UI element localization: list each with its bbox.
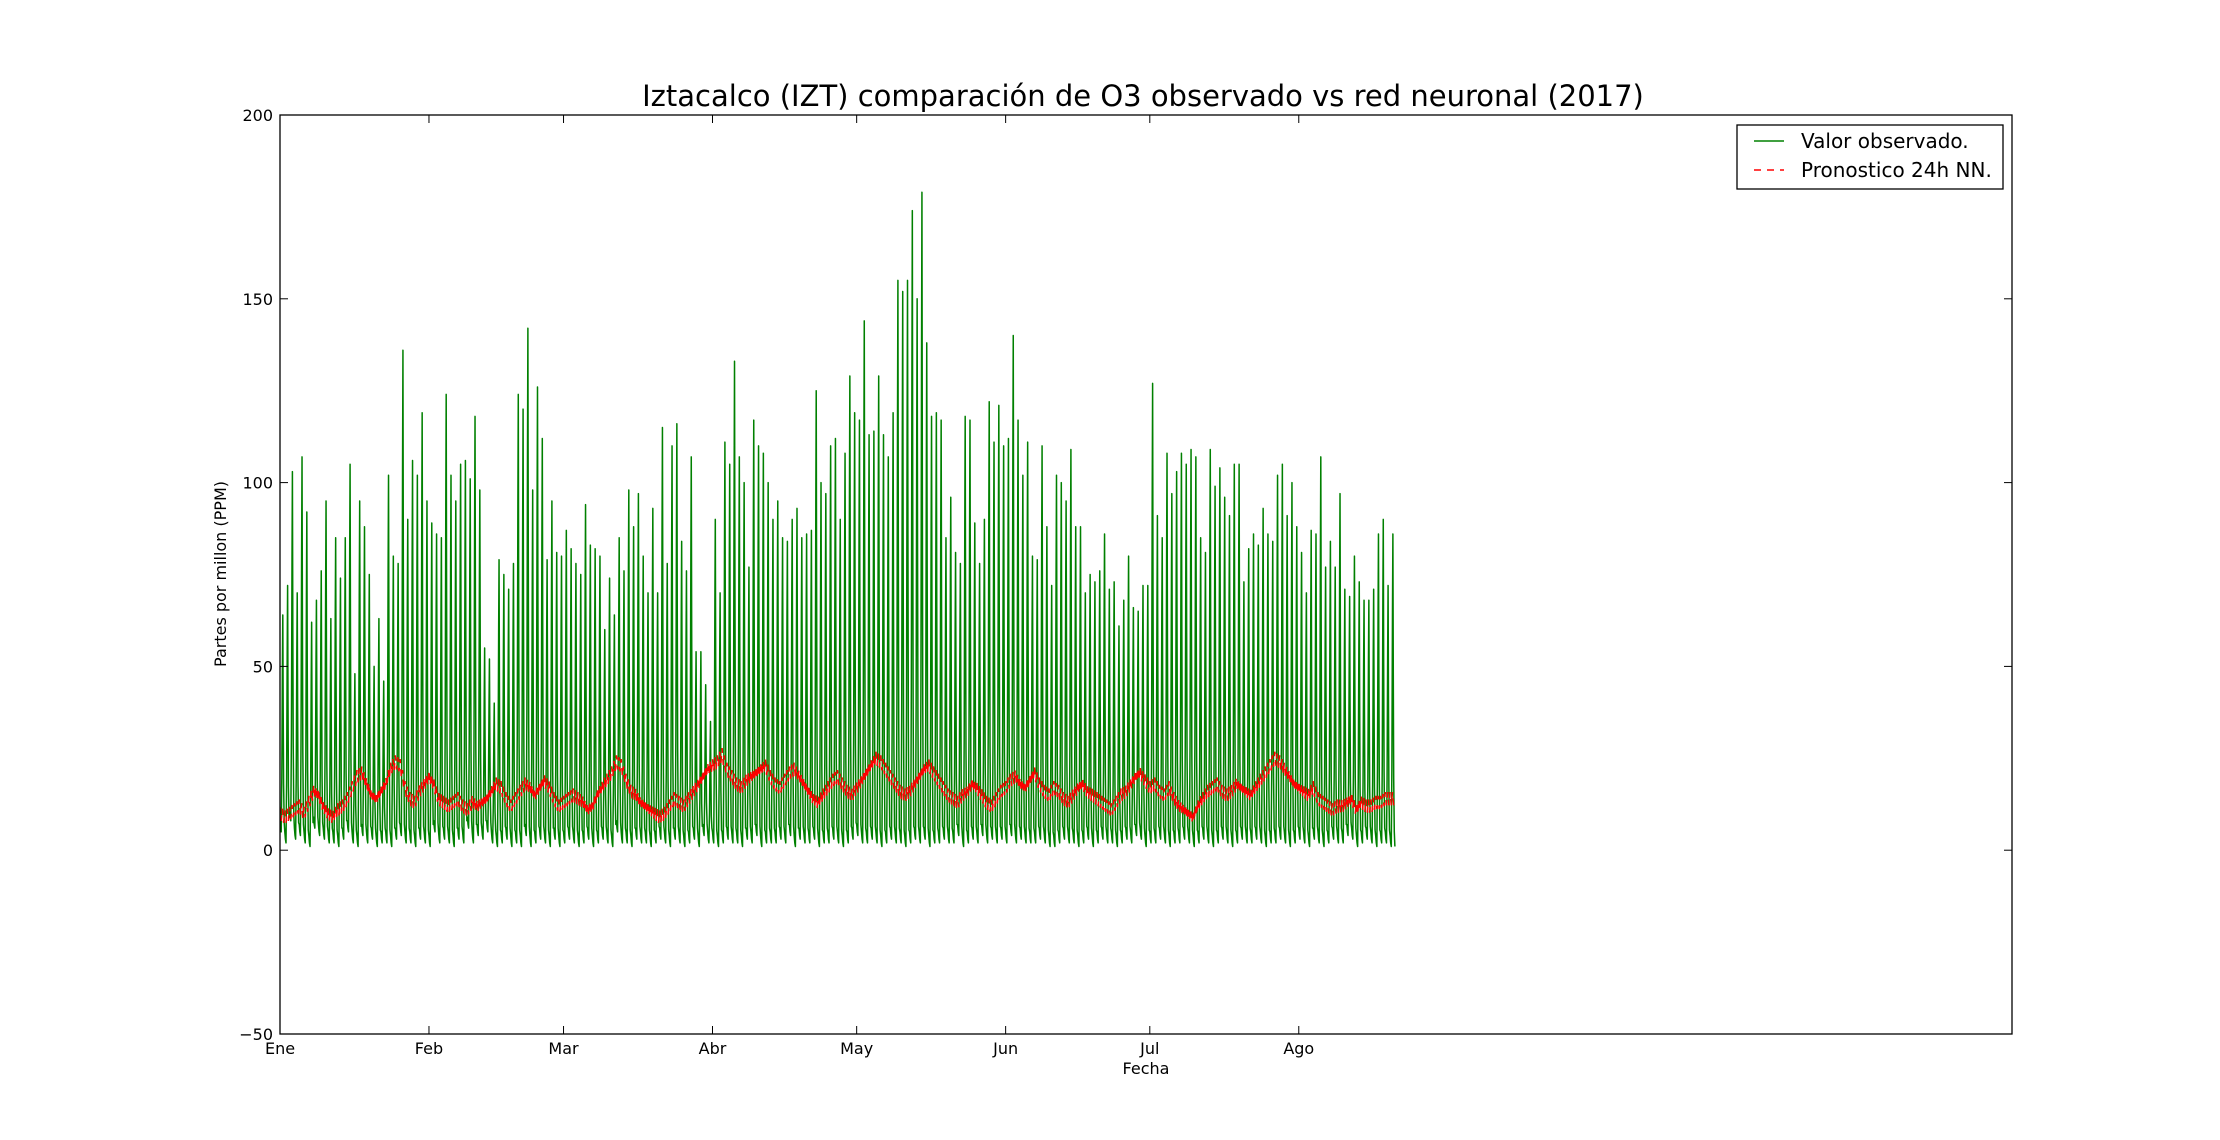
chart-title: Iztacalco (IZT) comparación de O3 observ…: [642, 79, 1644, 113]
y-tick-label: 50: [253, 657, 273, 676]
legend-box: [1736, 124, 2004, 190]
legend-label-forecast: Pronostico 24h NN.: [1801, 158, 1992, 182]
plot-area: [279, 114, 2013, 1035]
y-tick-label: 100: [242, 474, 273, 493]
x-tick-label: Ene: [265, 1039, 295, 1058]
x-tick-label: Ago: [1283, 1039, 1314, 1058]
legend-label-observed: Valor observado.: [1801, 129, 1969, 153]
legend: Valor observado. Pronostico 24h NN.: [1736, 124, 2004, 190]
y-tick-label: 200: [242, 106, 273, 125]
y-tick-label: 150: [242, 290, 273, 309]
x-axis-label: Fecha: [1123, 1059, 1170, 1078]
x-tick-label: Feb: [415, 1039, 443, 1058]
x-tick-label: May: [840, 1039, 873, 1058]
axis-ticks: −50 0 50 100 150 200 Ene Feb Mar Abr May Jun Jul Ago: [239, 106, 2012, 1058]
y-tick-label: 0: [263, 841, 273, 860]
y-tick-label: −50: [239, 1025, 273, 1044]
series-line-observed: [280, 191, 1396, 848]
y-axis-label: Partes por millon (PPM): [211, 481, 230, 667]
x-tick-label: Jun: [992, 1039, 1018, 1058]
x-tick-label: Abr: [699, 1039, 727, 1058]
x-tick-label: Mar: [548, 1039, 579, 1058]
plot-frame: [279, 114, 2013, 1035]
x-tick-label: Jul: [1139, 1039, 1159, 1058]
